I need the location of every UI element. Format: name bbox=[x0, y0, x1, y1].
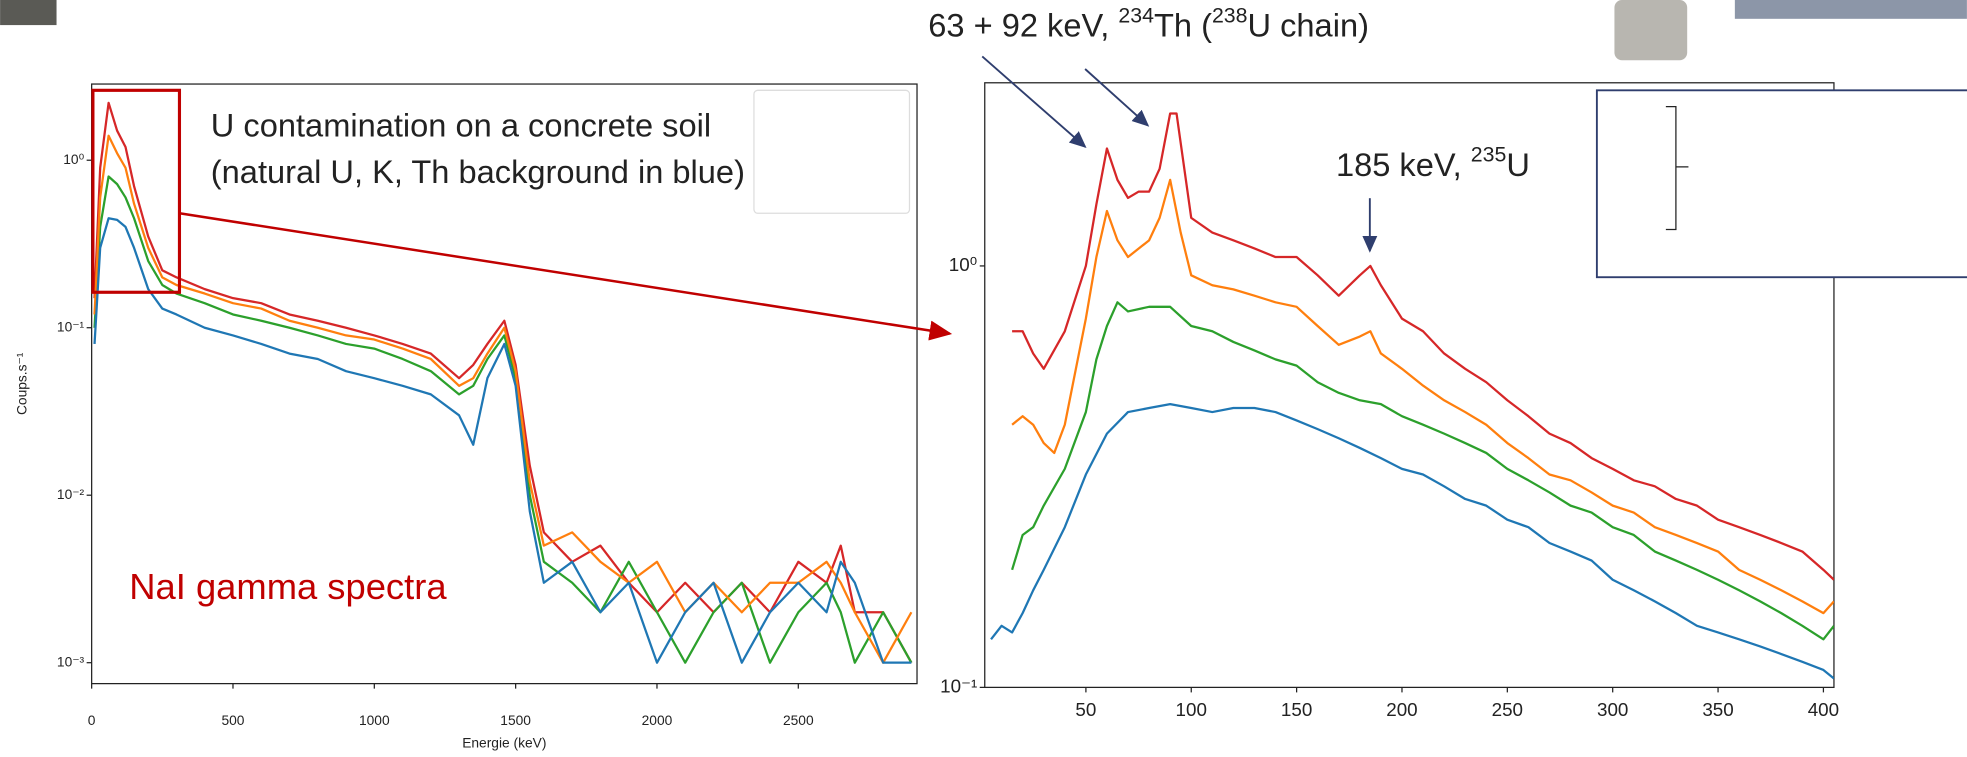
annotation-part: 235 bbox=[1471, 142, 1507, 166]
photo bbox=[1614, 0, 1688, 61]
x-tick-label: 200 bbox=[1386, 699, 1417, 720]
x-tick-label: 0 bbox=[88, 713, 96, 728]
series-line bbox=[93, 134, 913, 664]
series-line bbox=[93, 217, 912, 664]
annotation: 63 + 92 keV, 234Th (238U chain) bbox=[928, 3, 1369, 43]
x-tick-label: 500 bbox=[221, 713, 244, 728]
annotation-text: U contamination on a concrete soil bbox=[211, 107, 711, 144]
x-tick-label: 2500 bbox=[783, 713, 814, 728]
chart-caption: NaI gamma spectra bbox=[129, 566, 447, 607]
x-tick-label: 300 bbox=[1597, 699, 1628, 720]
plot-frame bbox=[91, 83, 918, 685]
left-chart: 0 500 1000 1500 2000 2500 10⁰ 10⁻¹ 10⁻² 10⁻³ Energ… bbox=[14, 101, 913, 750]
y-tick-label: 10⁰ bbox=[949, 254, 977, 275]
x-axis-label: Energie (keV) bbox=[462, 735, 546, 750]
x-tick-label: 1500 bbox=[500, 713, 531, 728]
x-tick-label: 150 bbox=[1281, 699, 1312, 720]
y-tick-label: 10⁻¹ bbox=[940, 675, 977, 696]
x-tick-label: 2000 bbox=[642, 713, 673, 728]
annotation-part: 234 bbox=[1118, 3, 1154, 27]
annotation-part: 238 bbox=[1212, 3, 1248, 27]
legend-box bbox=[1595, 89, 1967, 279]
x-tick-label: 400 bbox=[1808, 699, 1839, 720]
plot-area bbox=[990, 112, 1834, 680]
arrow bbox=[981, 55, 1087, 149]
y-tick-label: 10⁻² bbox=[57, 487, 85, 502]
zoom-box bbox=[91, 88, 182, 294]
photo bbox=[0, 0, 57, 26]
series-line bbox=[93, 175, 913, 664]
annotation-part: Th ( bbox=[1154, 6, 1212, 43]
arrow bbox=[1084, 68, 1150, 127]
zoom-arrow bbox=[179, 212, 953, 341]
annotation-text: (natural U, K, Th background in blue) bbox=[211, 153, 745, 190]
y-tick-label: 10⁰ bbox=[63, 152, 84, 167]
plot-area bbox=[93, 101, 913, 664]
series-line bbox=[1012, 112, 1834, 581]
legend-bracket bbox=[1665, 105, 1689, 231]
y-tick-label: 10⁻¹ bbox=[57, 319, 85, 334]
y-axis-label: Coups.s⁻¹ bbox=[14, 352, 29, 415]
series-line bbox=[1011, 301, 1834, 641]
annotation-part: 185 keV, bbox=[1336, 145, 1471, 182]
annotation-part: U bbox=[1506, 145, 1530, 182]
x-tick-label: 50 bbox=[1075, 699, 1096, 720]
x-tick-label: 1000 bbox=[359, 713, 390, 728]
x-tick-label: 100 bbox=[1176, 699, 1207, 720]
annotation-part: U chain) bbox=[1248, 6, 1369, 43]
plot-frame bbox=[984, 82, 1835, 689]
photo bbox=[1734, 0, 1967, 19]
annotation-part: 63 + 92 keV, bbox=[928, 6, 1118, 43]
annotation: 185 keV, 235U bbox=[1336, 142, 1530, 182]
y-tick-label: 10⁻³ bbox=[57, 654, 85, 669]
x-tick-label: 250 bbox=[1492, 699, 1523, 720]
series-line bbox=[1011, 178, 1834, 615]
x-tick-label: 350 bbox=[1702, 699, 1733, 720]
series-line bbox=[93, 101, 913, 664]
series-line bbox=[990, 403, 1834, 680]
legend-box bbox=[753, 89, 911, 214]
